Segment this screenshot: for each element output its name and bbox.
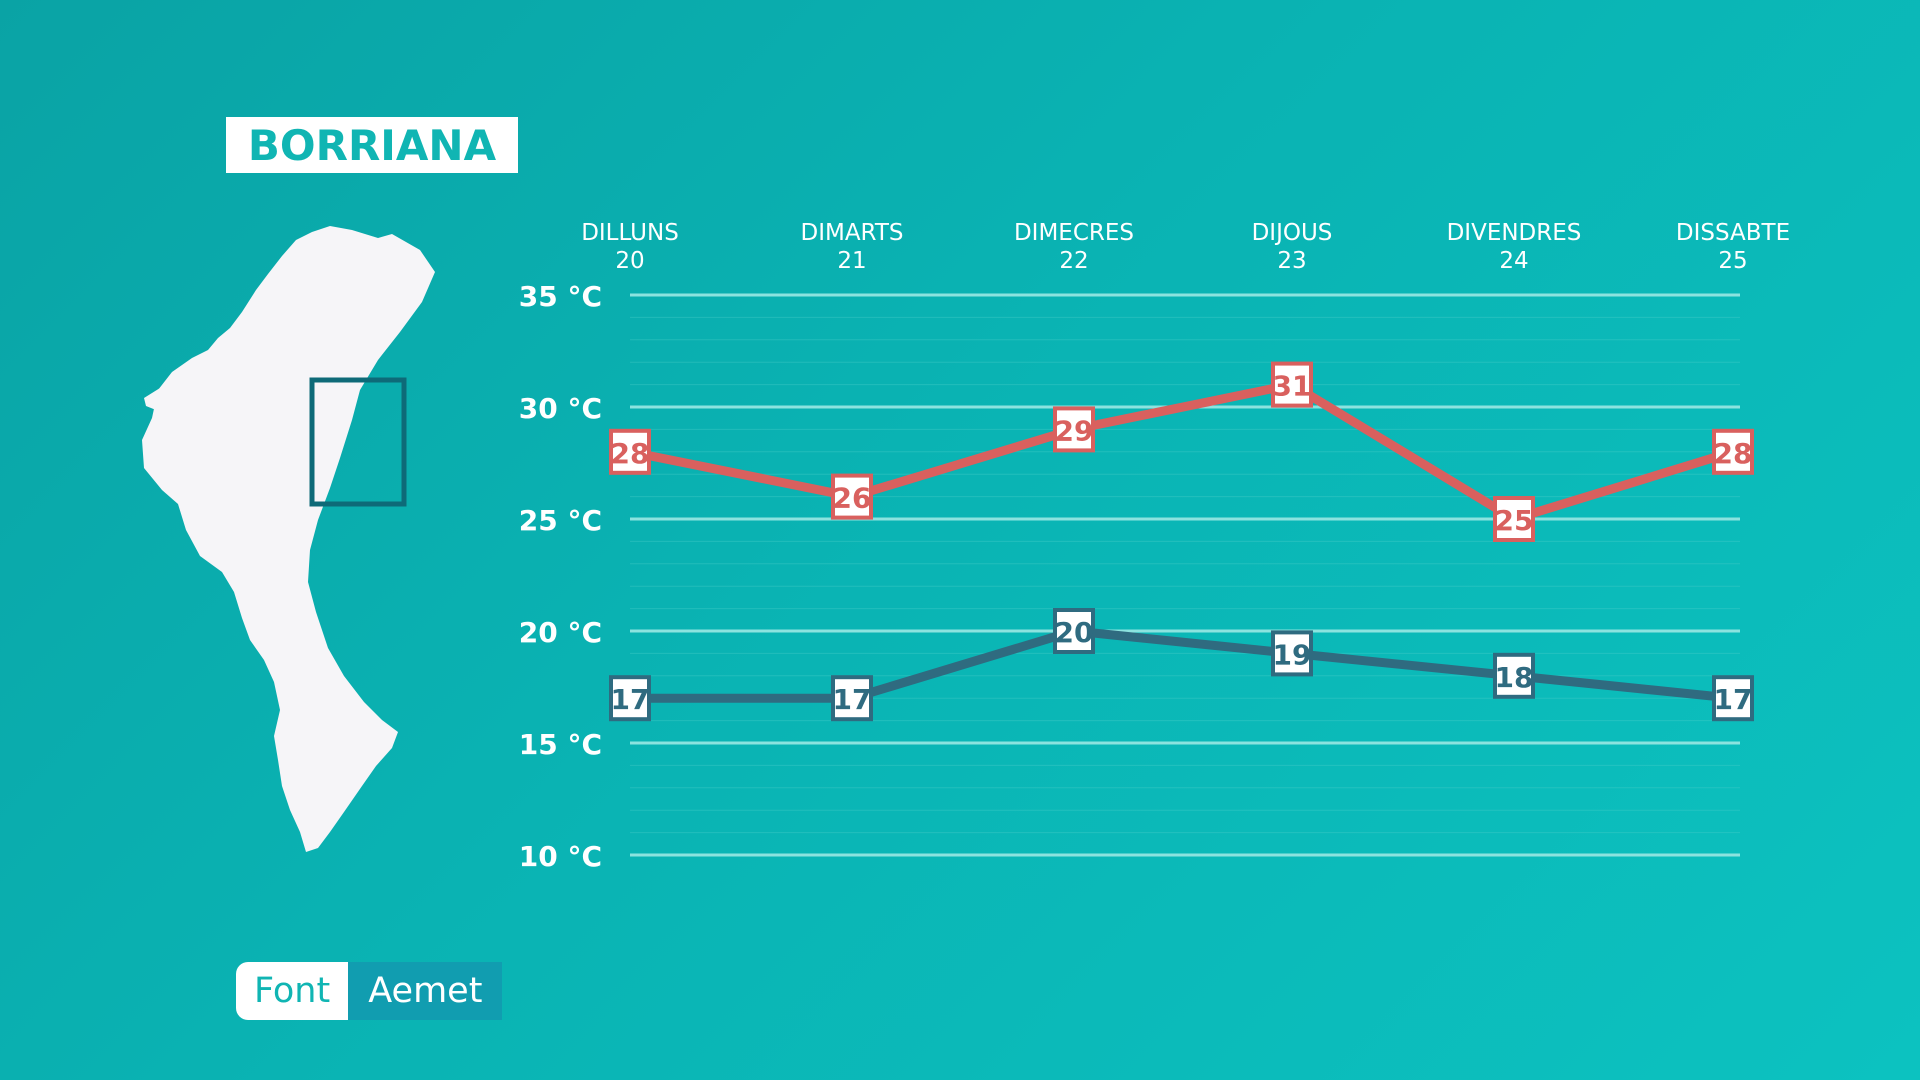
source-label: Font [236,962,349,1020]
data-point-max [1271,361,1313,408]
x-tick-day: DIVENDRES [1447,220,1582,246]
x-tick-date: 25 [1718,248,1747,274]
enclave-shape [144,384,180,410]
data-label-min: 17 [611,683,650,716]
y-tick-label: 15 °C [519,728,602,761]
data-label-min: 18 [1495,661,1534,694]
region-map [130,220,490,910]
data-point-min [1493,652,1535,699]
data-label-max: 26 [833,482,872,515]
data-label-max: 28 [611,437,650,470]
x-tick-date: 20 [615,248,644,274]
y-tick-label: 25 °C [519,504,602,537]
x-tick-day: DIJOUS [1252,220,1333,246]
data-point-max [1712,428,1754,475]
location-title: BORRIANA [247,120,497,170]
data-point-max [609,428,651,475]
data-point-max [831,473,873,520]
x-tick-date: 22 [1059,248,1088,274]
series-line-min [630,626,1734,703]
x-tick-day: DIMARTS [800,220,903,246]
series-line-max [629,380,1735,524]
x-tick-date: 23 [1277,248,1306,274]
y-tick-label: 10 °C [519,840,602,873]
source-badge: Font Aemet [236,962,503,1020]
data-label-min: 17 [833,683,872,716]
data-label-min: 17 [1714,683,1753,716]
y-tick-label: 20 °C [519,616,602,649]
location-badge: BORRIANA [226,117,518,173]
data-label-max: 25 [1495,504,1534,537]
data-label-min: 20 [1055,616,1094,649]
highlight-box [309,377,407,507]
x-tick-day: DILLUNS [581,220,679,246]
data-point-min [831,675,873,722]
valencia-map-icon [142,226,435,852]
y-tick-label: 30 °C [519,392,602,425]
data-label-max: 29 [1055,414,1094,447]
data-label-max: 28 [1714,437,1753,470]
data-point-max [1053,406,1095,453]
data-point-min [1053,608,1095,654]
x-tick-day: DIMECRES [1014,220,1134,246]
source-value: Aemet [348,962,503,1020]
data-point-min [609,675,651,722]
x-tick-date: 21 [837,248,866,274]
data-point-min [1271,630,1313,677]
data-label-max: 31 [1273,370,1312,403]
y-tick-label: 35 °C [519,280,602,313]
x-tick-date: 24 [1499,248,1528,274]
data-point-min [1712,675,1754,722]
data-label-min: 19 [1273,638,1312,671]
x-tick-day: DISSABTE [1676,220,1790,246]
data-point-max [1493,496,1535,542]
